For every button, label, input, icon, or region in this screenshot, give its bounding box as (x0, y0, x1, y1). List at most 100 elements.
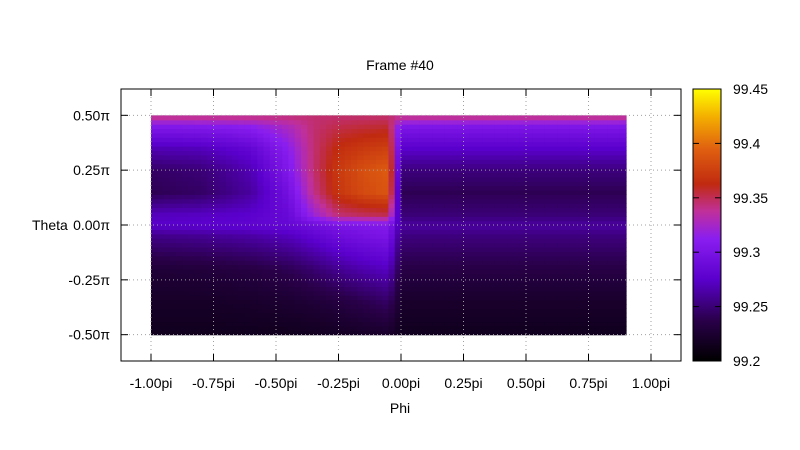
heatmap-cell (401, 220, 408, 226)
heatmap-cell (501, 194, 508, 200)
heatmap-cell (307, 299, 315, 305)
heatmap-cell (538, 282, 546, 288)
heatmap-cell (219, 185, 227, 191)
heatmap-cell (176, 308, 183, 314)
heatmap-cell (219, 312, 227, 318)
heatmap-cell (488, 146, 496, 152)
heatmap-cell (488, 260, 496, 266)
heatmap-cell (407, 146, 415, 152)
heatmap-cell (169, 308, 177, 314)
heatmap-cell (557, 211, 565, 217)
heatmap-cell (288, 246, 296, 252)
heatmap-cell (176, 238, 183, 244)
heatmap-cell (507, 229, 515, 235)
heatmap-cell (501, 216, 508, 222)
heatmap-cell (419, 295, 427, 301)
heatmap-cell (369, 163, 377, 169)
heatmap-cell (613, 141, 621, 147)
heatmap-cell (413, 299, 421, 305)
heatmap-cell (388, 325, 396, 331)
heatmap-cell (563, 132, 571, 138)
heatmap-cell (157, 308, 165, 314)
heatmap-cell (394, 167, 402, 173)
heatmap-cell (601, 220, 608, 226)
heatmap-cell (219, 163, 227, 169)
heatmap-cell (307, 308, 315, 314)
heatmap-cell (344, 119, 352, 125)
heatmap-cell (563, 163, 571, 169)
heatmap-cell (613, 172, 621, 178)
heatmap-cell (257, 124, 265, 130)
heatmap-cell (507, 207, 515, 213)
heatmap-cell (594, 216, 602, 222)
heatmap-cell (494, 146, 502, 152)
heatmap-cell (476, 295, 483, 301)
heatmap-cell (301, 233, 308, 239)
heatmap-cell (438, 159, 446, 165)
heatmap-cell (257, 229, 265, 235)
heatmap-cell (244, 220, 252, 226)
heatmap-cell (369, 251, 377, 257)
heatmap-cell (301, 115, 308, 121)
heatmap-cell (244, 194, 252, 200)
heatmap-cell (394, 203, 402, 209)
heatmap-cell (169, 146, 177, 152)
heatmap-cell (188, 273, 196, 279)
heatmap-cell (432, 137, 440, 143)
heatmap-cell (594, 255, 602, 261)
heatmap-cell (582, 203, 590, 209)
heatmap-cell (294, 194, 302, 200)
heatmap-cell (519, 325, 527, 331)
heatmap-cell (526, 295, 533, 301)
heatmap-cell (601, 159, 608, 165)
heatmap-cell (582, 115, 590, 121)
heatmap-cell (244, 233, 252, 239)
heatmap-cell (476, 146, 483, 152)
heatmap-cell (288, 233, 296, 239)
heatmap-cell (294, 128, 302, 134)
heatmap-cell (501, 251, 508, 257)
heatmap-cell (376, 150, 383, 156)
heatmap-cell (444, 189, 452, 195)
heatmap-cell (607, 303, 615, 309)
heatmap-cell (476, 203, 483, 209)
heatmap-cell (507, 150, 515, 156)
heatmap-cell (444, 167, 452, 173)
heatmap-cell (463, 273, 471, 279)
heatmap-cell (513, 242, 521, 248)
heatmap-cell (201, 290, 208, 296)
heatmap-cell (613, 295, 621, 301)
colorbar-tick-label: 99.45 (733, 81, 768, 97)
heatmap-cell (457, 312, 465, 318)
heatmap-cell (613, 159, 621, 165)
heatmap-cell (576, 119, 583, 125)
heatmap-cell (401, 137, 408, 143)
heatmap-cell (607, 251, 615, 257)
heatmap-cell (219, 290, 227, 296)
heatmap-cell (382, 290, 390, 296)
heatmap-cell (176, 282, 183, 288)
heatmap-cell (551, 295, 558, 301)
heatmap-cell (607, 242, 615, 248)
heatmap-cell (294, 189, 302, 195)
heatmap-cell (601, 132, 608, 138)
heatmap-cell (607, 211, 615, 217)
heatmap-cell (532, 132, 540, 138)
heatmap-cell (307, 238, 315, 244)
heatmap-cell (413, 220, 421, 226)
heatmap-cell (194, 251, 202, 257)
heatmap-cell (357, 308, 365, 314)
heatmap-cell (238, 251, 246, 257)
heatmap-cell (332, 176, 340, 182)
heatmap-cell (219, 238, 227, 244)
heatmap-cell (269, 194, 277, 200)
heatmap-cell (494, 330, 502, 336)
heatmap-cell (163, 225, 171, 230)
heatmap-cell (344, 268, 352, 274)
heatmap-cell (451, 273, 458, 279)
heatmap-cell (432, 299, 440, 305)
heatmap-cell (544, 194, 552, 200)
heatmap-cell (438, 220, 446, 226)
heatmap-cell (176, 181, 183, 187)
heatmap-cell (582, 132, 590, 138)
